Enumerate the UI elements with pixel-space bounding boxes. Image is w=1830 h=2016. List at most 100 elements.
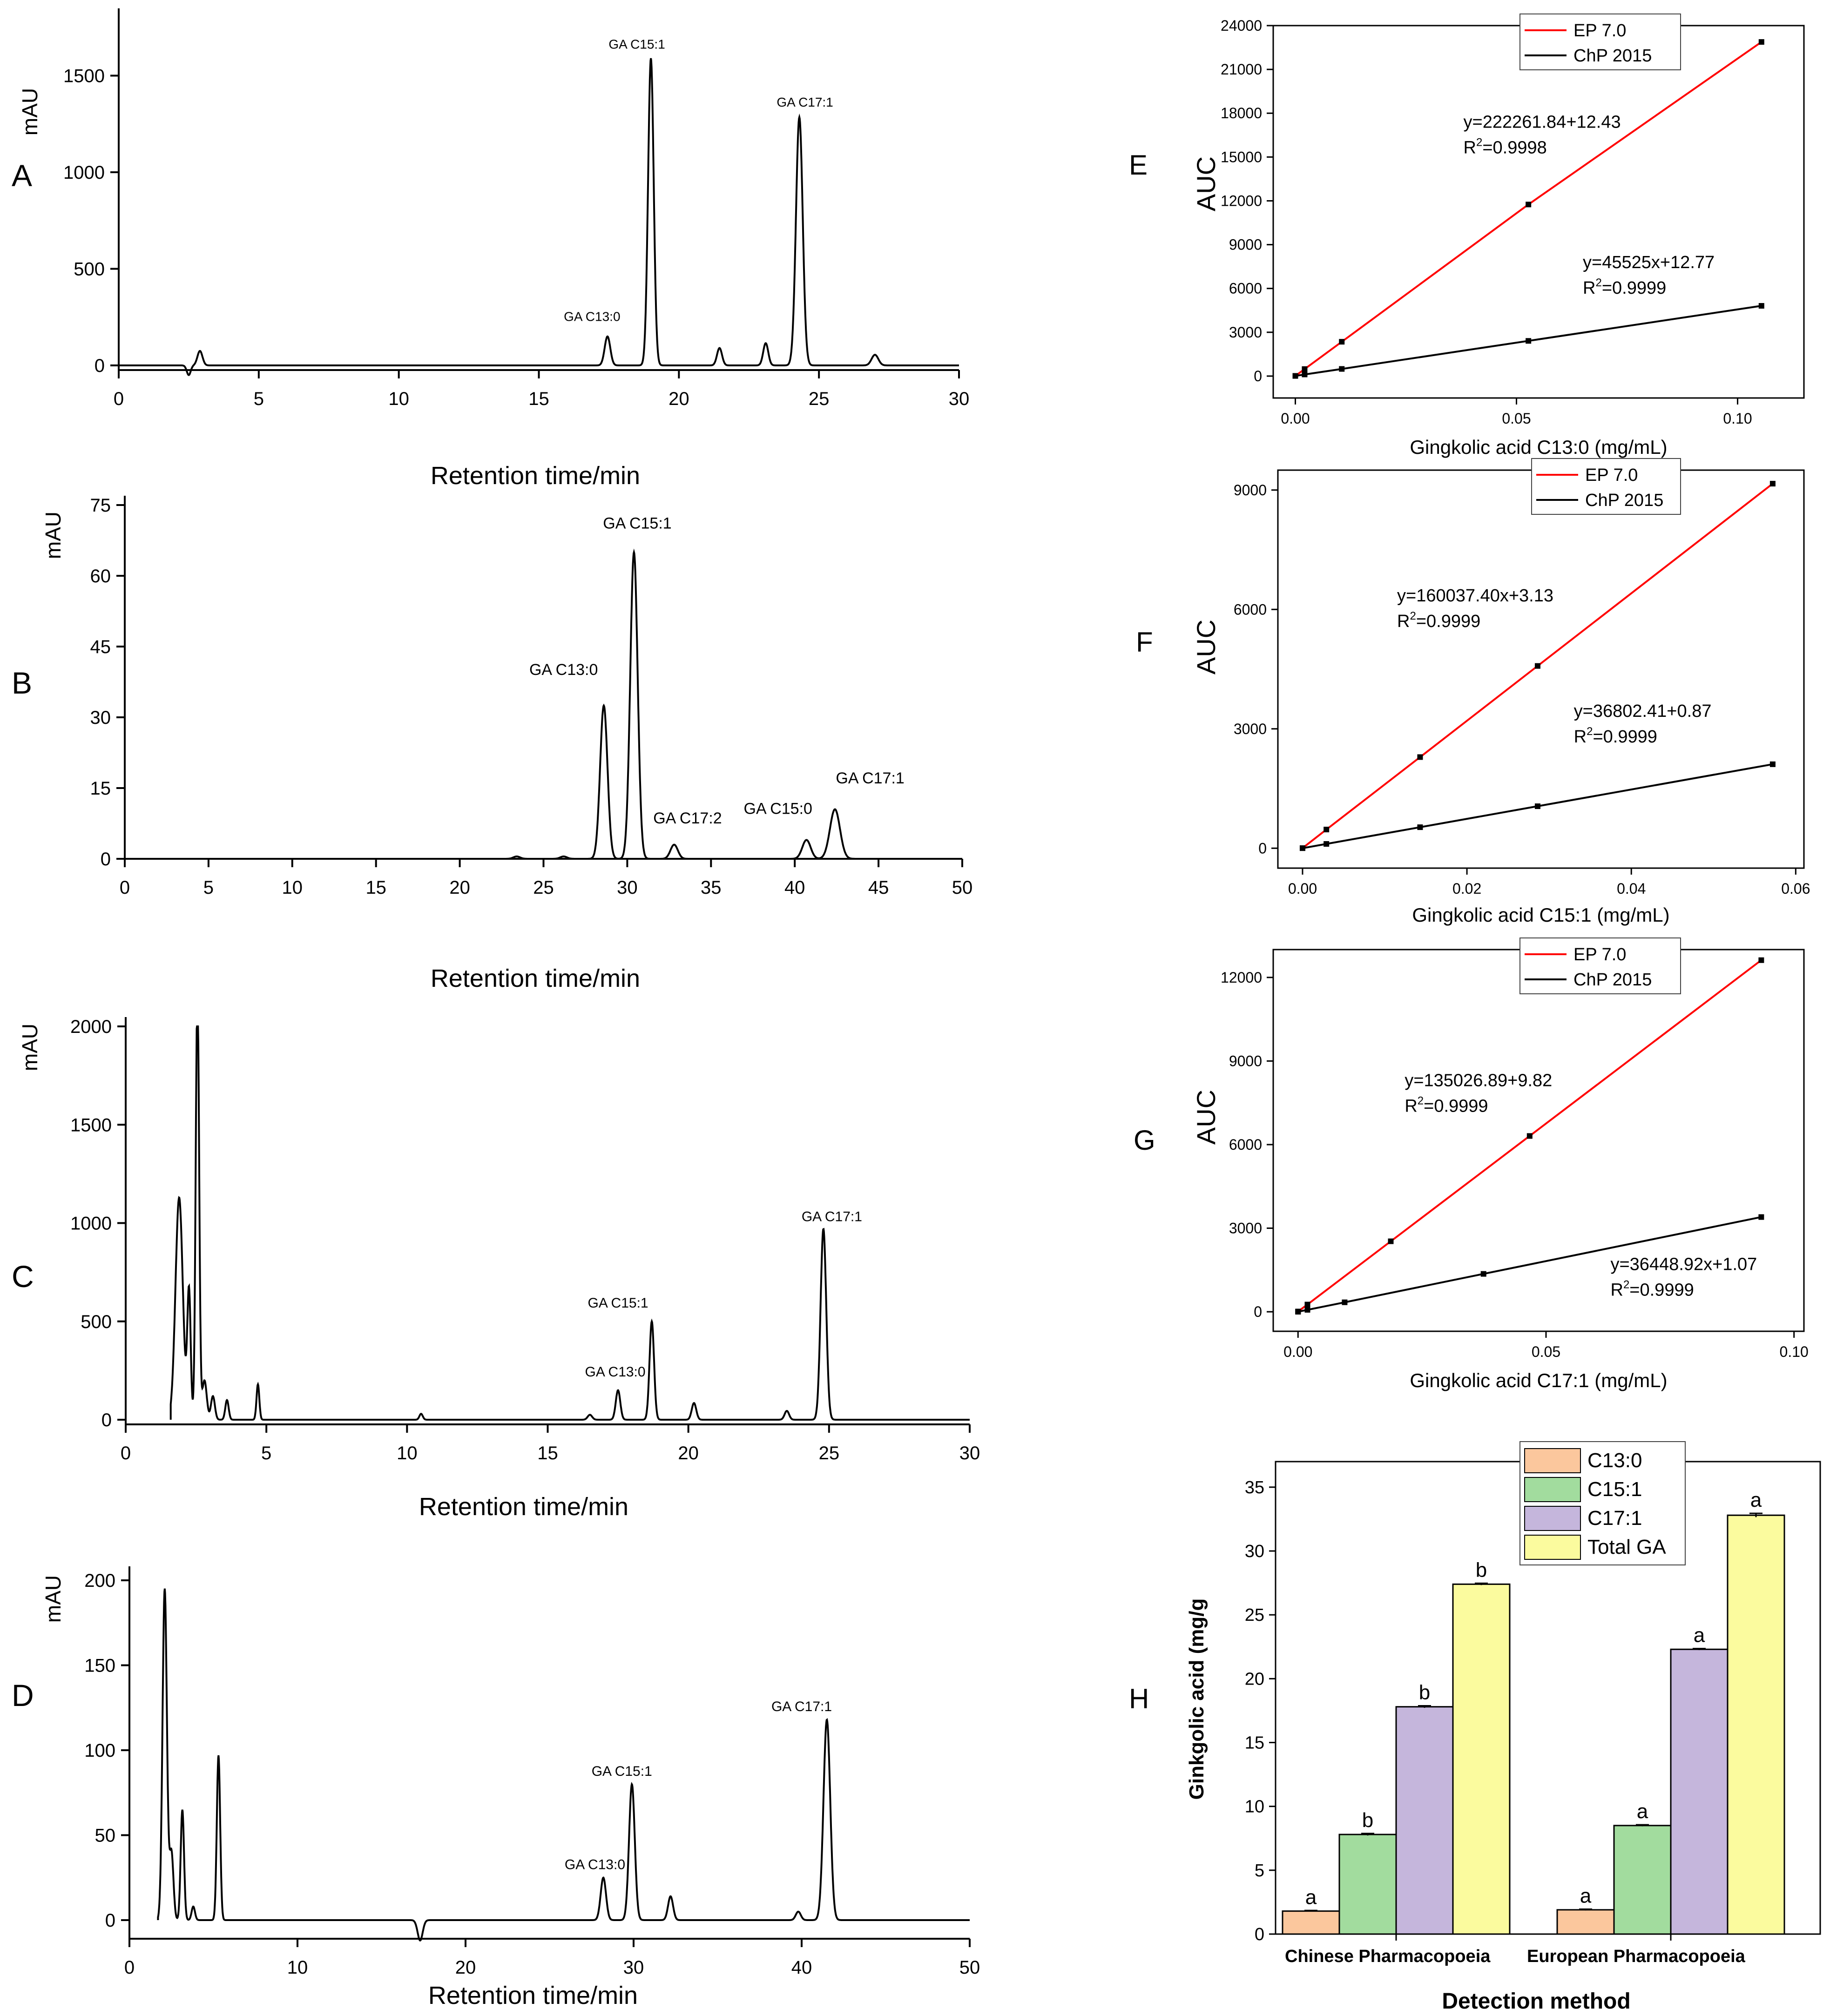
peak-label: GA C15:1 bbox=[588, 1295, 648, 1311]
equation-text: y=222261.84+12.43 bbox=[1464, 113, 1621, 132]
y-tick-label: 2000 bbox=[70, 1017, 112, 1037]
x-tick-label: 40 bbox=[791, 1957, 812, 1978]
x-tick-label: 15 bbox=[537, 1443, 558, 1463]
y-tick-label: 0 bbox=[1255, 1925, 1264, 1944]
x-tick-label: 50 bbox=[952, 877, 973, 898]
r-squared-symbol: R bbox=[1405, 1096, 1417, 1116]
y-tick-label: 0 bbox=[101, 849, 111, 870]
x-tick-label: 20 bbox=[449, 877, 470, 898]
x-axis-title: Retention time/min bbox=[428, 1982, 638, 2009]
data-point bbox=[1339, 339, 1345, 345]
x-axis-title: Gingkolic acid C17:1 (mg/mL) bbox=[1410, 1369, 1667, 1391]
significance-letter: a bbox=[1694, 1624, 1705, 1647]
significance-letter: b bbox=[1476, 1558, 1487, 1581]
peak-label: GA C13:0 bbox=[529, 661, 598, 679]
data-point bbox=[1304, 1307, 1310, 1313]
bar bbox=[1613, 1825, 1672, 1935]
x-tick-label: 20 bbox=[455, 1957, 476, 1978]
peak-label: GA C17:1 bbox=[777, 95, 833, 109]
y-tick-label: 50 bbox=[95, 1826, 116, 1846]
y-tick-label: 9000 bbox=[1234, 482, 1267, 499]
r-squared-superscript: 2 bbox=[1623, 1278, 1629, 1291]
x-tick-label: 10 bbox=[282, 877, 303, 898]
y-tick-label: 9000 bbox=[1229, 1052, 1262, 1069]
x-tick-label: 30 bbox=[617, 877, 638, 898]
data-point bbox=[1758, 39, 1764, 45]
bar bbox=[1338, 1834, 1397, 1935]
x-tick-label: 20 bbox=[669, 389, 689, 409]
significance-letter: a bbox=[1750, 1489, 1762, 1511]
plot-frame bbox=[1277, 469, 1805, 869]
panel-letter: G bbox=[1134, 1125, 1155, 1156]
data-point bbox=[1299, 845, 1305, 851]
x-tick-label: 30 bbox=[959, 1443, 980, 1463]
y-tick-label: 30 bbox=[90, 708, 111, 728]
category-label: Chinese Pharmacopoeia bbox=[1285, 1947, 1491, 1966]
y-tick-label: 0 bbox=[101, 1410, 112, 1430]
x-tick-label: 0.00 bbox=[1288, 880, 1317, 897]
calibration-panel-g: G 0.00 0.05 0.10 0 3000 6000 9000 12000 Gingkolic… bbox=[1134, 937, 1809, 1391]
equation-text: y=45525x+12.77 bbox=[1583, 253, 1715, 272]
data-point bbox=[1324, 841, 1330, 847]
y-tick-label: 12000 bbox=[1221, 969, 1262, 986]
y-tick-label: 15 bbox=[90, 778, 111, 799]
x-tick-label: 0.05 bbox=[1502, 410, 1531, 427]
x-tick-label: 10 bbox=[388, 389, 409, 409]
y-axis-title: AUC bbox=[1191, 1090, 1221, 1145]
y-tick-label: 500 bbox=[81, 1312, 112, 1332]
y-tick-label: 500 bbox=[74, 259, 105, 280]
y-tick-label: 45 bbox=[90, 637, 111, 657]
calibration-panel-e: E 0.00 0.05 0.10 0 3000 6000 9000 12000 15000 1800… bbox=[1129, 13, 1805, 458]
peak-label: GA C15:1 bbox=[603, 515, 671, 533]
panel-letter: E bbox=[1129, 149, 1148, 181]
y-tick-label: 12000 bbox=[1221, 192, 1262, 209]
data-point bbox=[1534, 663, 1540, 669]
x-tick-label: 45 bbox=[868, 877, 889, 898]
y-tick-label: 9000 bbox=[1229, 236, 1262, 253]
data-point bbox=[1295, 1309, 1301, 1315]
y-tick-label: 0 bbox=[105, 1910, 115, 1931]
r-squared-superscript: 2 bbox=[1476, 136, 1482, 149]
x-axis-title: Detection method bbox=[1442, 1989, 1630, 2014]
data-point bbox=[1388, 1238, 1394, 1244]
x-tick-label: 30 bbox=[949, 389, 970, 409]
x-axis-title: Gingkolic acid C15:1 (mg/mL) bbox=[1412, 904, 1669, 926]
r-squared-superscript: 2 bbox=[1587, 725, 1593, 738]
x-tick-label: 25 bbox=[819, 1443, 840, 1463]
data-point bbox=[1758, 303, 1764, 309]
x-tick-label: 0 bbox=[114, 389, 124, 409]
legend-swatch bbox=[1524, 1506, 1581, 1531]
equation-text: y=160037.40x+3.13 bbox=[1397, 586, 1553, 606]
r-squared-text: R2=0.9999 bbox=[1583, 276, 1666, 298]
chromatogram-panel-c: C 0 5 10 15 20 25 30 0 500 1000 1500 2000 Retention t… bbox=[12, 1017, 980, 1521]
y-tick-label: 3000 bbox=[1229, 324, 1262, 341]
y-tick-label: 3000 bbox=[1229, 1220, 1262, 1237]
r-squared-value: =0.9999 bbox=[1629, 1280, 1694, 1300]
data-point bbox=[1526, 338, 1532, 344]
y-tick-label: 60 bbox=[90, 566, 111, 587]
legend-label: EP 7.0 bbox=[1573, 21, 1626, 40]
x-tick-label: 0.00 bbox=[1283, 1343, 1312, 1360]
peak-label: GA C15:1 bbox=[592, 1764, 652, 1779]
significance-letter: a bbox=[1305, 1886, 1317, 1908]
data-point bbox=[1769, 761, 1776, 767]
y-axis-title: mAU bbox=[18, 88, 42, 135]
y-tick-label: 18000 bbox=[1221, 105, 1262, 121]
chromatogram-panel-a: A 0 5 10 15 20 25 30 0 500 1000 1500 Retention time/… bbox=[12, 8, 969, 490]
data-point bbox=[1526, 1133, 1533, 1139]
r-squared-value: =0.9999 bbox=[1416, 612, 1480, 631]
r-squared-text: R2=0.9999 bbox=[1574, 725, 1657, 747]
panel-letter: B bbox=[12, 666, 32, 700]
x-tick-label: 0 bbox=[120, 877, 130, 898]
x-tick-label: 0.06 bbox=[1781, 880, 1810, 897]
data-point bbox=[1342, 1299, 1348, 1305]
legend-box bbox=[1531, 458, 1681, 515]
data-point bbox=[1292, 373, 1298, 379]
panel-letter: C bbox=[12, 1259, 34, 1294]
chromatogram-trace bbox=[169, 1025, 970, 1421]
peak-label: GA C17:1 bbox=[836, 769, 904, 787]
significance-letter: b bbox=[1362, 1809, 1373, 1832]
data-point bbox=[1758, 1214, 1764, 1220]
data-point bbox=[1302, 366, 1308, 372]
x-tick-label: 0.02 bbox=[1452, 880, 1481, 897]
